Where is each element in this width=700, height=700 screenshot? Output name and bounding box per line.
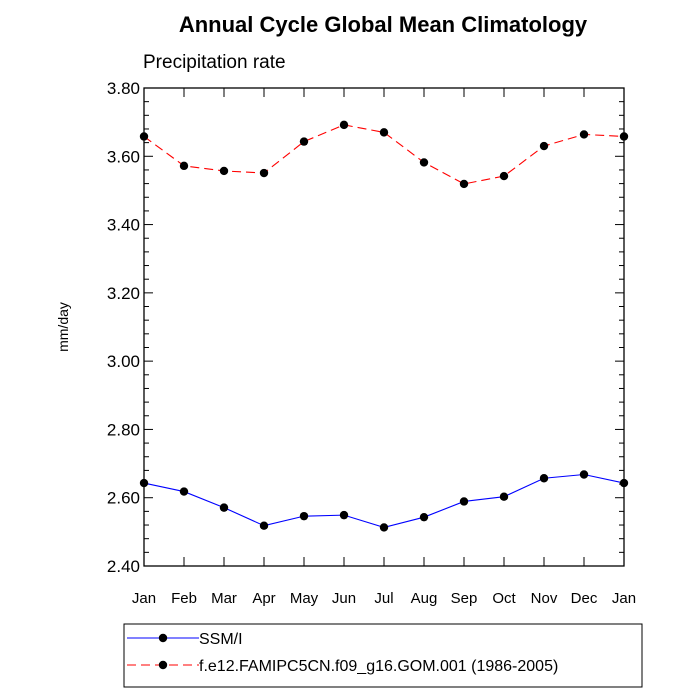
x-tick-label: Feb (171, 590, 197, 607)
data-point (539, 474, 549, 483)
legend: SSM/I f.e12.FAMIPC5CN.f09_g16.GOM.001 (19… (123, 623, 643, 688)
data-point (499, 171, 509, 181)
data-point (219, 166, 229, 176)
y-tick-label: 2.60 (107, 489, 140, 508)
data-point (219, 503, 229, 512)
axis-ticks (143, 87, 625, 567)
x-tick-label: Mar (211, 590, 237, 607)
x-tick-label: Apr (252, 590, 275, 607)
data-point (539, 141, 549, 151)
y-tick-label: 3.80 (107, 79, 140, 98)
x-tick-label: Jan (132, 590, 156, 607)
series-line-0 (143, 473, 625, 528)
y-axis-label: mm/day (55, 302, 71, 352)
x-tick-labels: Jan Feb Mar Apr May Jun Jul Aug Sep Oct Nov Dec Jan (132, 590, 636, 607)
y-tick-label: 3.00 (107, 352, 140, 371)
x-tick-label: Aug (411, 590, 438, 607)
x-tick-label: Sep (451, 590, 478, 607)
x-tick-label: Jul (374, 590, 393, 607)
x-tick-label: Jan (612, 590, 636, 607)
y-tick-label: 2.80 (107, 420, 140, 439)
series-group (139, 120, 629, 532)
data-point (299, 511, 309, 521)
plot-frame (143, 87, 625, 567)
chart-subtitle: Precipitation rate (143, 52, 286, 73)
legend-items: SSM/I f.e12.FAMIPC5CN.f09_g16.GOM.001 (19… (127, 631, 558, 675)
data-point (459, 179, 469, 189)
data-point (259, 521, 269, 530)
legend-label-0: SSM/I (199, 631, 243, 648)
data-point (299, 137, 309, 146)
y-tick-labels: 2.40 2.60 2.80 3.00 3.20 3.40 3.60 3.80 (107, 79, 140, 576)
data-point (459, 497, 469, 506)
data-point (379, 523, 389, 532)
legend-marker-1 (158, 660, 168, 670)
x-tick-label: Dec (571, 590, 598, 607)
y-tick-label: 3.60 (107, 147, 140, 166)
data-point (379, 128, 389, 137)
data-point (419, 158, 429, 167)
legend-marker-0 (158, 633, 168, 643)
data-point (579, 130, 589, 139)
data-point (419, 512, 429, 522)
data-point (179, 161, 189, 171)
x-tick-label: Jun (332, 590, 356, 607)
chart-title: Annual Cycle Global Mean Climatology (179, 12, 588, 37)
y-tick-label: 3.20 (107, 284, 140, 303)
data-point (339, 510, 349, 520)
data-point (579, 470, 589, 479)
y-tick-label: 2.40 (107, 557, 140, 576)
legend-box (123, 623, 643, 688)
data-point (339, 120, 349, 130)
x-tick-label: Nov (531, 590, 558, 607)
x-tick-label: Oct (492, 590, 516, 607)
y-tick-label: 3.40 (107, 216, 140, 235)
x-tick-label: May (290, 590, 319, 607)
legend-label-1: f.e12.FAMIPC5CN.f09_g16.GOM.001 (1986-20… (199, 658, 558, 675)
data-point (499, 492, 509, 501)
data-point (179, 487, 189, 496)
data-point (259, 168, 269, 178)
